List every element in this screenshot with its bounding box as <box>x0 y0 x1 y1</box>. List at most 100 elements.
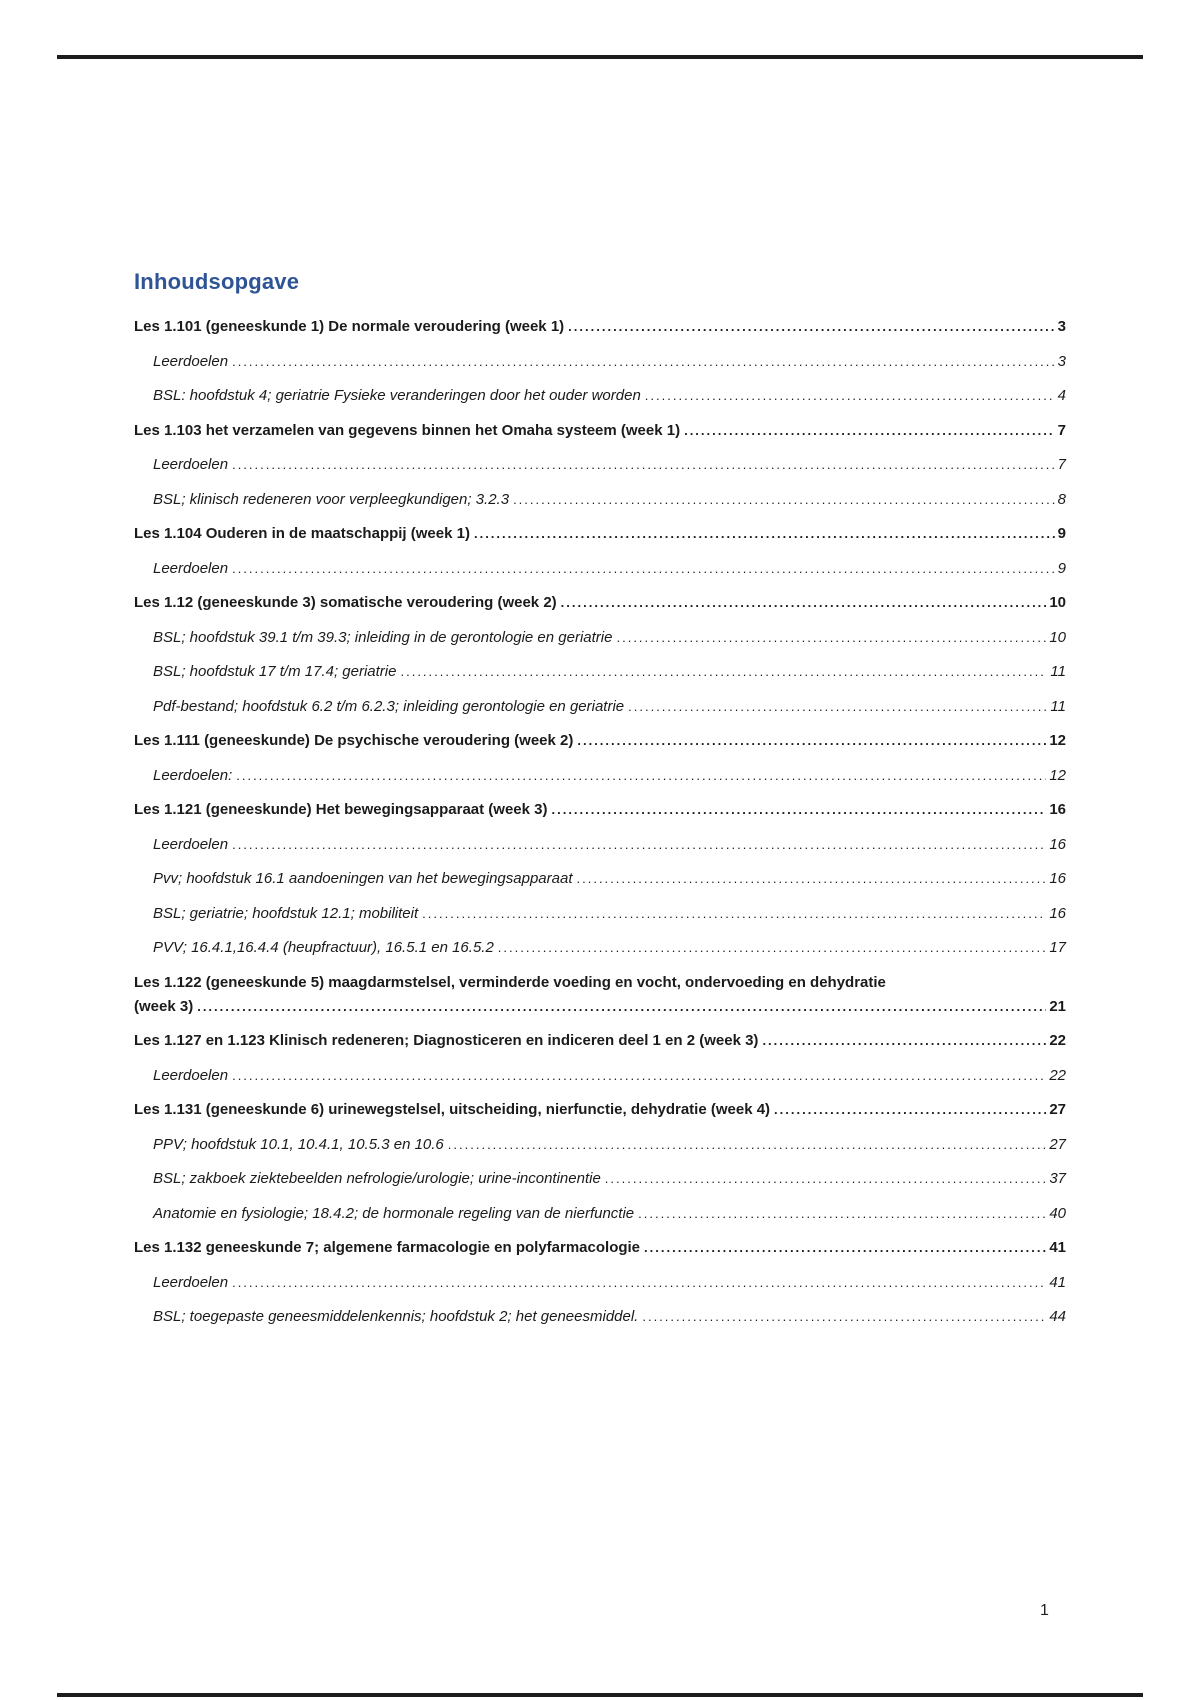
toc-subentry[interactable]: Anatomie en fysiologie; 18.4.2; de hormo… <box>134 1202 1066 1226</box>
toc-page-number: 10 <box>1049 628 1066 646</box>
dot-leader <box>232 833 1046 857</box>
toc-subentry[interactable]: BSL; zakboek ziektebeelden nefrologie/ur… <box>134 1167 1066 1191</box>
toc-page-number: 27 <box>1049 1101 1066 1118</box>
toc-entry[interactable]: Les 1.111 (geneeskunde) De psychische ve… <box>134 729 1066 753</box>
toc-page-number: 17 <box>1049 939 1066 956</box>
toc-entry[interactable]: Les 1.132 geneeskunde 7; algemene farmac… <box>134 1236 1066 1260</box>
dot-leader <box>232 1271 1046 1295</box>
toc-subentry[interactable]: Leerdoelen 16 <box>134 833 1066 857</box>
toc-subentry[interactable]: BSL; hoofdstuk 39.1 t/m 39.3; inleiding … <box>134 626 1066 650</box>
toc-page-number: 22 <box>1049 1032 1066 1049</box>
toc-page-number: 27 <box>1049 1135 1066 1153</box>
toc-subentry[interactable]: BSL; geriatrie; hoofdstuk 12.1; mobilite… <box>134 902 1066 926</box>
dot-leader <box>400 660 1047 684</box>
toc-entry[interactable]: Les 1.122 (geneeskunde 5) maagdarmstelse… <box>134 971 1066 1019</box>
toc-page-number: 9 <box>1057 525 1066 542</box>
toc-entry[interactable]: Les 1.127 en 1.123 Klinisch redeneren; D… <box>134 1029 1066 1053</box>
header-rule <box>57 55 1143 59</box>
toc-subentry[interactable]: BSL: hoofdstuk 4; geriatrie Fysieke vera… <box>134 384 1066 408</box>
dot-leader <box>645 384 1055 408</box>
toc-entry-label: BSL; zakboek ziektebeelden nefrologie/ur… <box>153 1170 601 1187</box>
dot-leader <box>513 488 1055 512</box>
toc-page-number: 8 <box>1057 490 1066 508</box>
toc-entry-label: BSL; klinisch redeneren voor verpleegkun… <box>153 490 510 508</box>
table-of-contents: Les 1.101 (geneeskunde 1) De normale ver… <box>134 306 1066 1340</box>
toc-subentry[interactable]: BSL; klinisch redeneren voor verpleegkun… <box>134 488 1066 512</box>
toc-entry[interactable]: Les 1.103 het verzamelen van gegevens bi… <box>134 419 1066 443</box>
dot-leader <box>232 350 1055 374</box>
toc-subentry[interactable]: PVV; 16.4.1,16.4.4 (heupfractuur), 16.5.… <box>134 936 1066 960</box>
toc-entry[interactable]: Les 1.104 Ouderen in de maatschappij (we… <box>134 522 1066 546</box>
toc-entry-label: Leerdoelen <box>153 559 229 577</box>
toc-page-number: 12 <box>1049 732 1066 749</box>
toc-entry-label: Leerdoelen <box>153 835 229 853</box>
toc-page-number: 11 <box>1050 663 1066 680</box>
dot-leader <box>561 591 1047 615</box>
toc-page-number: 16 <box>1049 870 1066 887</box>
toc-page-number: 10 <box>1049 594 1066 611</box>
dot-leader <box>422 902 1046 926</box>
toc-page-number: 41 <box>1049 1273 1066 1291</box>
toc-entry-label: Les 1.121 (geneeskunde) Het bewegingsapp… <box>134 801 548 818</box>
toc-entry-label: Leerdoelen <box>153 1273 229 1291</box>
toc-entry-label: Leerdoelen <box>153 352 229 370</box>
dot-leader <box>605 1167 1047 1191</box>
toc-subentry[interactable]: Leerdoelen 3 <box>134 350 1066 374</box>
toc-page-number: 41 <box>1049 1239 1066 1256</box>
dot-leader <box>197 995 1046 1019</box>
toc-entry-label: BSL; toegepaste geneesmiddelenkennis; ho… <box>153 1308 639 1325</box>
toc-subentry[interactable]: Leerdoelen 7 <box>134 453 1066 477</box>
toc-entry-label: BSL; geriatrie; hoofdstuk 12.1; mobilite… <box>153 904 419 922</box>
toc-subentry[interactable]: Leerdoelen 22 <box>134 1064 1066 1088</box>
toc-entry-label: Les 1.127 en 1.123 Klinisch redeneren; D… <box>134 1032 759 1049</box>
toc-entry-label: Pvv; hoofdstuk 16.1 aandoeningen van het… <box>153 870 573 887</box>
toc-subentry[interactable]: Leerdoelen 9 <box>134 557 1066 581</box>
toc-subentry[interactable]: Pdf-bestand; hoofdstuk 6.2 t/m 6.2.3; in… <box>134 695 1066 719</box>
toc-page-number: 3 <box>1057 352 1066 370</box>
toc-entry-label: Pdf-bestand; hoofdstuk 6.2 t/m 6.2.3; in… <box>153 697 625 715</box>
toc-entry-label: Leerdoelen <box>153 456 229 473</box>
toc-subentry[interactable]: Leerdoelen: 12 <box>134 764 1066 788</box>
dot-leader <box>628 695 1047 719</box>
toc-page-number: 7 <box>1057 456 1066 473</box>
toc-entry-label: Leerdoelen: <box>153 766 233 784</box>
dot-leader <box>498 936 1047 960</box>
toc-entry[interactable]: Les 1.101 (geneeskunde 1) De normale ver… <box>134 315 1066 339</box>
toc-entry-label: PVV; 16.4.1,16.4.4 (heupfractuur), 16.5.… <box>153 939 494 956</box>
toc-entry[interactable]: Les 1.12 (geneeskunde 3) somatische vero… <box>134 591 1066 615</box>
toc-subentry[interactable]: BSL; hoofdstuk 17 t/m 17.4; geriatrie 11 <box>134 660 1066 684</box>
toc-entry-label: Les 1.111 (geneeskunde) De psychische ve… <box>134 732 574 749</box>
toc-page-number: 4 <box>1057 387 1066 404</box>
toc-page-number: 11 <box>1050 697 1066 715</box>
toc-subentry[interactable]: BSL; toegepaste geneesmiddelenkennis; ho… <box>134 1305 1066 1329</box>
toc-page-number: 16 <box>1049 835 1066 853</box>
dot-leader <box>577 867 1047 891</box>
toc-entry-label: BSL; hoofdstuk 17 t/m 17.4; geriatrie <box>153 663 397 680</box>
dot-leader <box>474 522 1055 546</box>
toc-entry-label: Les 1.101 (geneeskunde 1) De normale ver… <box>134 318 565 335</box>
toc-subentry[interactable]: PPV; hoofdstuk 10.1, 10.4.1, 10.5.3 en 1… <box>134 1133 1066 1157</box>
toc-entry[interactable]: Les 1.131 (geneeskunde 6) urinewegstelse… <box>134 1098 1066 1122</box>
dot-leader <box>684 419 1055 443</box>
page-title: Inhoudsopgave <box>134 268 300 294</box>
toc-entry-label: Leerdoelen <box>153 1066 229 1084</box>
dot-leader <box>232 557 1055 581</box>
toc-page-number: 7 <box>1057 421 1066 439</box>
toc-entry-label: Anatomie en fysiologie; 18.4.2; de hormo… <box>153 1204 635 1222</box>
toc-page-number: 37 <box>1049 1170 1066 1187</box>
toc-subentry[interactable]: Leerdoelen 41 <box>134 1271 1066 1295</box>
toc-page-number: 3 <box>1057 318 1066 335</box>
toc-subentry[interactable]: Pvv; hoofdstuk 16.1 aandoeningen van het… <box>134 867 1066 891</box>
toc-entry[interactable]: Les 1.121 (geneeskunde) Het bewegingsapp… <box>134 798 1066 822</box>
dot-leader <box>762 1029 1046 1053</box>
dot-leader <box>551 798 1046 822</box>
toc-page-number: 12 <box>1049 766 1066 784</box>
dot-leader <box>774 1098 1046 1122</box>
dot-leader <box>568 315 1054 339</box>
toc-entry-label: BSL; hoofdstuk 39.1 t/m 39.3; inleiding … <box>153 628 613 646</box>
toc-entry-label: Les 1.132 geneeskunde 7; algemene farmac… <box>134 1239 641 1256</box>
toc-page-number: 44 <box>1049 1308 1066 1325</box>
dot-leader <box>577 729 1046 753</box>
dot-leader <box>236 764 1046 788</box>
footer-rule <box>57 1693 1143 1697</box>
